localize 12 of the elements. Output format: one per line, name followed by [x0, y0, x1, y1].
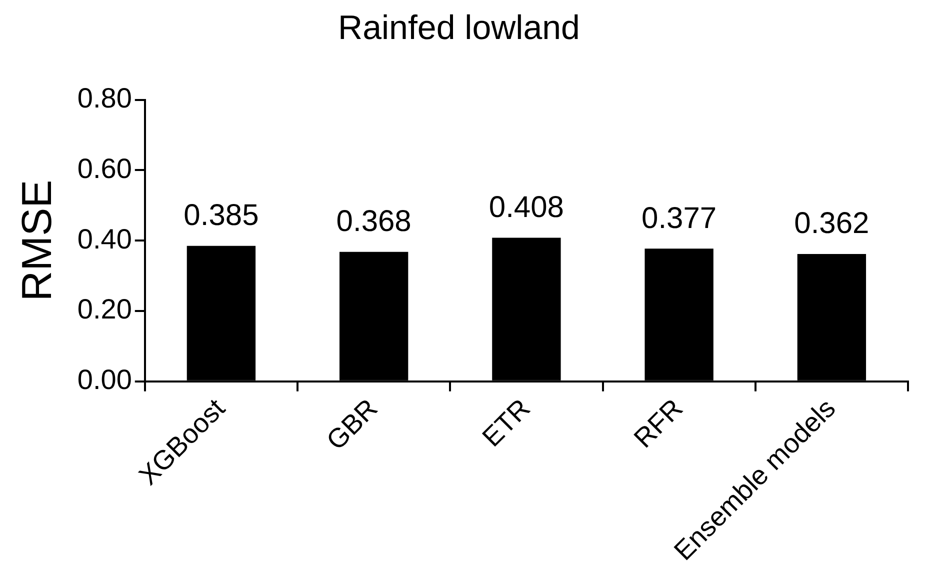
y-tick-label: 0.20: [77, 294, 132, 325]
y-tick-label: 0.60: [77, 152, 132, 184]
y-axis-title: RMSE: [12, 180, 60, 302]
data-label: 0.362: [794, 207, 870, 240]
data-label: 0.385: [184, 199, 259, 232]
y-tick-label: 0.40: [77, 223, 132, 254]
data-label: 0.368: [336, 205, 412, 238]
data-label: 0.408: [488, 191, 564, 224]
y-tick-label: 0.00: [77, 364, 132, 396]
y-tick-label: 0.80: [77, 82, 132, 114]
chart-title: Rainfed lowland: [338, 8, 580, 47]
data-label: 0.377: [642, 202, 717, 235]
